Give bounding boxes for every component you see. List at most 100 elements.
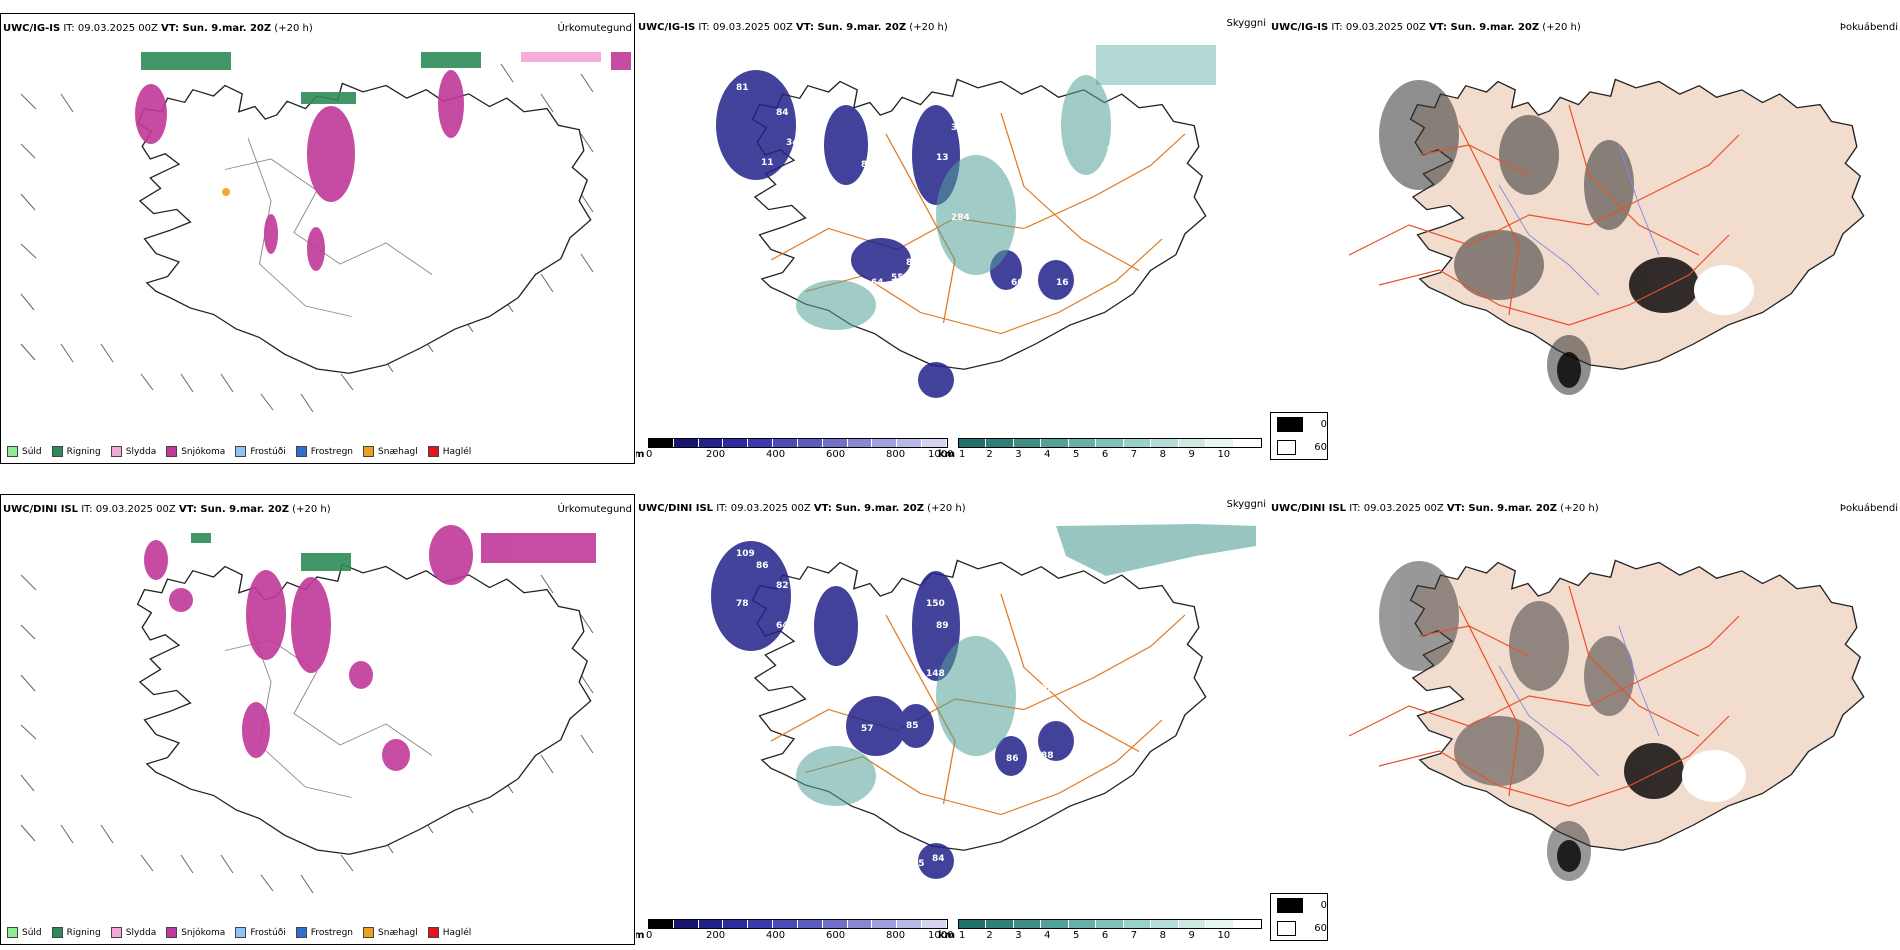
ceiling-label: 87: [861, 160, 874, 170]
fog-index-panel-row1: UWC/IG-IS IT: 09.03.2025 00Z VT: Sun. 9.…: [1269, 13, 1900, 464]
ceiling-label: 82: [776, 581, 789, 591]
ceiling-label: 13: [936, 153, 949, 163]
ceiling-label: 88: [1041, 751, 1054, 761]
ceiling-label: 11: [761, 158, 774, 168]
lead-time: (+20 h): [906, 22, 948, 33]
model-name: UWC/IG-IS: [638, 22, 696, 33]
visibility-unit: km: [938, 930, 956, 941]
model-name: UWC/DINI ISL: [3, 504, 79, 515]
ceiling-label: 84: [776, 108, 789, 118]
visibility-panel-row1: UWC/IG-IS IT: 09.03.2025 00Z VT: Sun. 9.…: [636, 13, 1268, 464]
visibility-panel-row2: UWC/DINI ISL IT: 09.03.2025 00Z VT: Sun.…: [636, 494, 1268, 945]
legend-item: Súld: [7, 927, 42, 938]
ceiling-label: 150: [926, 599, 945, 609]
panel-title: Skyggni: [1226, 18, 1266, 29]
panel-header: UWC/DINI ISL IT: 09.03.2025 00Z VT: Sun.…: [638, 499, 1266, 516]
fog-key-entry: 60: [1271, 917, 1327, 940]
ceiling-label: 95: [912, 859, 925, 869]
ceiling-label: 30: [951, 123, 964, 133]
visibility-unit: km: [938, 449, 956, 460]
panel-header: UWC/DINI ISL IT: 09.03.2025 00Z VT: Sun.…: [3, 503, 632, 517]
panel-header: UWC/IG-IS IT: 09.03.2025 00Z VT: Sun. 9.…: [3, 22, 632, 36]
ceiling-label: 86: [756, 561, 769, 571]
lead-time: (+20 h): [271, 23, 313, 34]
legend-item: Haglél: [427, 446, 471, 457]
init-time: IT: 09.03.2025 00Z: [713, 503, 814, 514]
ceiling-label: 284: [951, 213, 970, 223]
panel-header: UWC/IG-IS IT: 09.03.2025 00Z VT: Sun. 9.…: [638, 18, 1266, 35]
ceiling-label: 39: [1106, 146, 1119, 156]
valid-time: VT: Sun. 9.mar. 20Z: [813, 503, 924, 514]
visibility-colorbar: km 1 2 3 4 5 6 7 8 9 10: [938, 919, 1262, 942]
init-time: IT: 09.03.2025 00Z: [78, 504, 179, 515]
legend-item: Slydda: [110, 927, 156, 938]
panel-title: Þokuábendi: [1839, 503, 1898, 514]
model-name: UWC/IG-IS: [3, 23, 61, 34]
ceiling-label: 66: [1011, 278, 1024, 288]
lead-time: (+20 h): [289, 504, 331, 515]
legend-item: Frostregn: [295, 446, 353, 457]
legend-item: Slydda: [110, 446, 156, 457]
legend-item: Snjókoma: [166, 927, 225, 938]
lead-time: (+20 h): [1539, 22, 1581, 33]
legend-item: Snæhagl: [363, 927, 418, 938]
ceiling-label: 161: [891, 619, 910, 629]
valid-time: VT: Sun. 9.mar. 20Z: [1429, 22, 1540, 33]
valid-time: VT: Sun. 9.mar. 20Z: [1446, 503, 1557, 514]
fog-index-panel-row2: UWC/DINI ISL IT: 09.03.2025 00Z VT: Sun.…: [1269, 494, 1900, 945]
valid-time: VT: Sun. 9.mar. 20Z: [161, 23, 272, 34]
fog-index-key: 0 60: [1270, 412, 1328, 460]
valid-time: VT: Sun. 9.mar. 20Z: [178, 504, 289, 515]
precip-type-panel-row1: UWC/IG-IS IT: 09.03.2025 00Z VT: Sun. 9.…: [0, 13, 635, 464]
legend-item: Snjókoma: [166, 446, 225, 457]
legend-item: Frostregn: [295, 927, 353, 938]
ceiling-label: 89: [861, 188, 874, 198]
ceiling-unit: m: [636, 449, 645, 460]
ceiling-label: 148: [926, 669, 945, 679]
legend-item: Snæhagl: [363, 446, 418, 457]
panel-title: Þokuábendi: [1839, 22, 1898, 33]
init-time: IT: 09.03.2025 00Z: [1328, 22, 1430, 33]
fog-key-entry: 0: [1271, 413, 1327, 436]
fog-key-entry: 60: [1271, 436, 1327, 459]
fog-index-map: [1269, 35, 1900, 435]
fog-index-map: [1269, 516, 1900, 916]
ceiling-label: 86: [1006, 754, 1019, 764]
legend-item: Rigning: [51, 927, 101, 938]
ceiling-label: 55: [891, 273, 904, 283]
ceiling-label: 57: [861, 724, 874, 734]
ceiling-label: 86: [906, 258, 919, 268]
ceiling-label: 69: [932, 398, 945, 408]
model-name: UWC/DINI ISL: [638, 503, 714, 514]
visibility-map: 109 86 82 78 64 67 150 89 161 148 92 85 …: [636, 516, 1268, 916]
ceiling-label: 89: [936, 621, 949, 631]
ceiling-label: 5: [816, 150, 822, 160]
ceiling-label: 71: [1016, 228, 1029, 238]
lead-time: (+20 h): [1557, 503, 1599, 514]
ceiling-label: 84: [932, 854, 945, 864]
precip-type-map: [1, 515, 634, 915]
ceiling-label: 67: [881, 599, 894, 609]
visibility-map: 81 84 348 11 87 25 89 30 13 284 71 86 64…: [636, 35, 1268, 435]
ceiling-colorbar: m 0 200 400 600 800 1000: [636, 919, 953, 942]
legend-item: Frostúði: [235, 446, 286, 457]
precip-type-map: [1, 34, 634, 434]
ceiling-label: 85: [906, 721, 919, 731]
init-time: IT: 09.03.2025 00Z: [695, 22, 797, 33]
ceiling-label: 16: [1056, 278, 1069, 288]
visibility-colorbar: km 1 2 3 4 5 6 7 8 9 10: [938, 438, 1262, 461]
ceiling-label: 348: [786, 138, 805, 148]
ceiling-colorbar: m 0 200 400 600 800 1000: [636, 438, 953, 461]
init-time: IT: 09.03.2025 00Z: [60, 23, 162, 34]
valid-time: VT: Sun. 9.mar. 20Z: [796, 22, 907, 33]
panel-title: Skyggni: [1226, 499, 1266, 510]
precip-type-panel-row2: UWC/DINI ISL IT: 09.03.2025 00Z VT: Sun.…: [0, 494, 635, 945]
precip-type-legend: Súld Rigning Slydda Snjókoma Frostúði Fr…: [7, 446, 471, 457]
fog-key-entry: 0: [1271, 894, 1327, 917]
ceiling-label: 78: [736, 599, 749, 609]
legend-item: Rigning: [51, 446, 101, 457]
lead-time: (+20 h): [924, 503, 966, 514]
legend-item: Frostúði: [235, 927, 286, 938]
panel-title: Úrkomutegund: [557, 23, 632, 34]
ceiling-unit: m: [636, 930, 645, 941]
